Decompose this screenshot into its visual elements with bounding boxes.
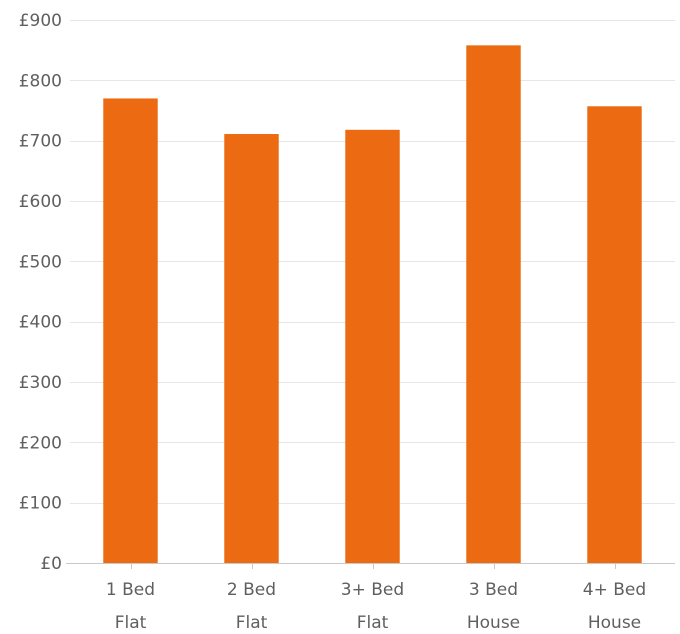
y-tick-label: £800	[19, 71, 62, 91]
bars	[103, 45, 642, 563]
x-tick-label-line: 1 Bed	[106, 580, 155, 600]
x-tick-label-line: Flat	[236, 613, 268, 630]
x-tick-label: 2 Bed Flat	[227, 580, 276, 630]
x-tick-label-line: 4+ Bed	[583, 580, 646, 600]
y-tick-label: £200	[19, 433, 62, 453]
bar	[466, 45, 521, 563]
bar	[587, 106, 642, 563]
x-tick-label-line: 2 Bed	[227, 580, 276, 600]
y-tick-label: £300	[19, 373, 62, 393]
axes	[66, 563, 675, 569]
y-tick-label: £600	[19, 192, 62, 212]
x-tick-label: 3+ Bed Flat	[341, 580, 404, 630]
y-tick-label: £900	[19, 11, 62, 31]
x-tick-label: 4+ Bed House	[583, 580, 646, 630]
y-tick-label: £500	[19, 252, 62, 272]
x-tick-label: 3 Bed House	[467, 580, 520, 630]
x-tick-label-line: 3 Bed	[469, 580, 518, 600]
bar	[224, 134, 279, 563]
y-tick-label: £100	[19, 494, 62, 514]
x-tick-label-line: 3+ Bed	[341, 580, 404, 600]
y-tick-label: £700	[19, 132, 62, 152]
x-tick-label-line: House	[588, 613, 641, 630]
x-tick-label-line: Flat	[115, 613, 147, 630]
y-tick-label: £0	[40, 554, 62, 574]
tick-labels: £0 £100 £200 £300 £400 £500 £600 £700 £800 £900 1 …	[19, 11, 646, 633]
x-tick-label-line: Flat	[357, 613, 389, 630]
bar	[103, 98, 158, 563]
y-tick-label: £400	[19, 313, 62, 333]
bar	[345, 129, 400, 563]
x-tick-label: 1 Bed Flat	[106, 580, 155, 630]
x-tick-label-line: House	[467, 613, 520, 630]
